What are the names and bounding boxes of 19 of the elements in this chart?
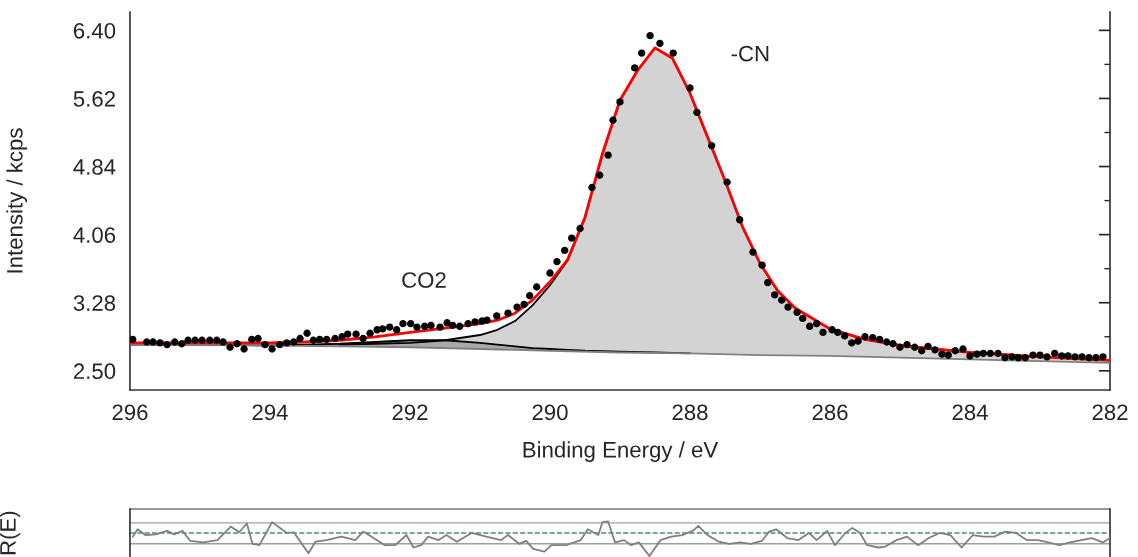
- x-tick-label: 292: [392, 404, 428, 421]
- y-tick-label: 3.28: [73, 295, 116, 311]
- x-tick-label: 290: [532, 404, 568, 421]
- x-tick-label: 294: [252, 404, 288, 421]
- x-axis-title: Binding Energy / eV: [523, 441, 719, 462]
- y-axis-title: Intensity / kcps: [6, 128, 28, 273]
- x-tick-label: 284: [952, 404, 988, 421]
- annotation: CO2: [402, 272, 446, 288]
- x-tick-label: 296: [112, 404, 148, 421]
- y-tick-label: 2.50: [73, 363, 116, 380]
- x-tick-label: 282: [1092, 404, 1128, 421]
- y-tick-label: 6.40: [73, 22, 116, 39]
- y-tick-label: 4.06: [73, 227, 116, 243]
- y-tick-label: 4.84: [73, 159, 116, 175]
- x-tick-label: 286: [812, 404, 848, 421]
- annotation: -CN: [731, 45, 769, 62]
- y-axis-title: R(E): [0, 511, 21, 555]
- x-tick-label: 288: [672, 404, 708, 421]
- y-tick-label: 5.62: [73, 90, 115, 107]
